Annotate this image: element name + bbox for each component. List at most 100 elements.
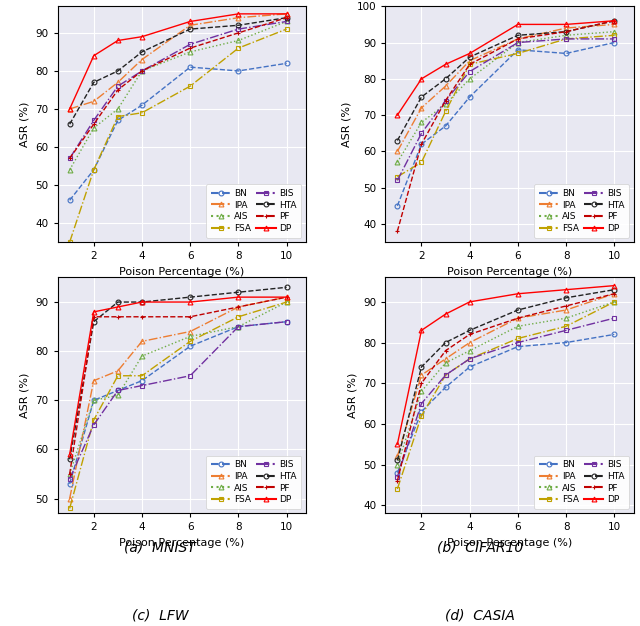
HTA — [611, 286, 618, 294]
Line: HTA: HTA — [67, 285, 289, 462]
DP — [186, 299, 194, 306]
X-axis label: Poison Percentage (%): Poison Percentage (%) — [447, 538, 572, 548]
IPA — [514, 35, 522, 43]
AIS — [466, 347, 474, 354]
FSA — [442, 371, 449, 379]
IPA — [234, 14, 242, 21]
HTA — [66, 456, 74, 463]
HTA — [90, 79, 97, 86]
AIS — [90, 124, 97, 131]
BIS — [563, 35, 570, 43]
FSA — [611, 298, 618, 305]
HTA — [563, 294, 570, 302]
FSA — [466, 355, 474, 362]
DP — [66, 105, 74, 113]
HTA — [514, 306, 522, 314]
AIS — [114, 392, 122, 399]
IPA — [442, 83, 449, 90]
Line: BN: BN — [395, 40, 617, 208]
DP — [90, 308, 97, 316]
IPA — [418, 104, 426, 111]
DP — [283, 10, 291, 18]
FSA — [563, 322, 570, 330]
PF — [138, 313, 146, 321]
PF — [563, 28, 570, 36]
DP — [514, 290, 522, 297]
IPA — [283, 10, 291, 18]
Legend: BN, IPA, AIS, FSA, BIS, HTA, PF, DP: BN, IPA, AIS, FSA, BIS, HTA, PF, DP — [534, 185, 629, 238]
FSA — [186, 337, 194, 345]
Line: AIS: AIS — [67, 19, 289, 172]
FSA — [66, 239, 74, 246]
IPA — [611, 290, 618, 297]
IPA — [466, 339, 474, 346]
Y-axis label: ASR (%): ASR (%) — [348, 372, 358, 418]
IPA — [66, 495, 74, 502]
IPA — [514, 314, 522, 322]
AIS — [442, 359, 449, 367]
BN — [466, 93, 474, 101]
FSA — [394, 173, 401, 180]
AIS — [186, 48, 194, 56]
HTA — [442, 339, 449, 346]
BN — [114, 387, 122, 394]
DP — [563, 286, 570, 294]
BIS — [283, 318, 291, 326]
FSA — [90, 166, 97, 173]
PF — [186, 313, 194, 321]
BN — [283, 318, 291, 326]
BIS — [394, 473, 401, 481]
HTA — [394, 457, 401, 464]
BIS — [283, 18, 291, 25]
IPA — [114, 367, 122, 374]
FSA — [418, 412, 426, 419]
AIS — [138, 67, 146, 74]
AIS — [514, 322, 522, 330]
FSA — [514, 49, 522, 57]
BIS — [611, 314, 618, 322]
AIS — [514, 39, 522, 46]
FSA — [418, 158, 426, 166]
FSA — [138, 372, 146, 379]
Line: HTA: HTA — [395, 18, 617, 143]
Line: PF: PF — [67, 295, 289, 476]
AIS — [283, 299, 291, 306]
BN — [283, 59, 291, 67]
BN — [563, 49, 570, 57]
PF — [114, 86, 122, 94]
Line: AIS: AIS — [395, 299, 617, 467]
Line: BIS: BIS — [395, 316, 617, 479]
BN — [418, 140, 426, 148]
HTA — [66, 120, 74, 128]
BIS — [90, 116, 97, 124]
FSA — [114, 372, 122, 379]
FSA — [611, 31, 618, 39]
DP — [418, 75, 426, 83]
PF — [394, 477, 401, 485]
DP — [466, 49, 474, 57]
BIS — [138, 67, 146, 74]
BN — [66, 480, 74, 488]
X-axis label: Poison Percentage (%): Poison Percentage (%) — [119, 267, 244, 277]
X-axis label: Poison Percentage (%): Poison Percentage (%) — [447, 267, 572, 277]
FSA — [514, 335, 522, 342]
HTA — [234, 21, 242, 29]
PF — [234, 303, 242, 310]
IPA — [563, 24, 570, 32]
PF — [66, 470, 74, 478]
Y-axis label: ASR (%): ASR (%) — [341, 101, 351, 147]
IPA — [114, 79, 122, 86]
IPA — [66, 105, 74, 113]
BN — [138, 377, 146, 384]
IPA — [466, 57, 474, 64]
BIS — [66, 155, 74, 162]
AIS — [66, 166, 74, 173]
HTA — [466, 327, 474, 334]
HTA — [418, 363, 426, 371]
DP — [114, 303, 122, 310]
HTA — [138, 299, 146, 306]
BIS — [90, 421, 97, 429]
BIS — [234, 25, 242, 33]
HTA — [394, 136, 401, 144]
IPA — [186, 21, 194, 29]
